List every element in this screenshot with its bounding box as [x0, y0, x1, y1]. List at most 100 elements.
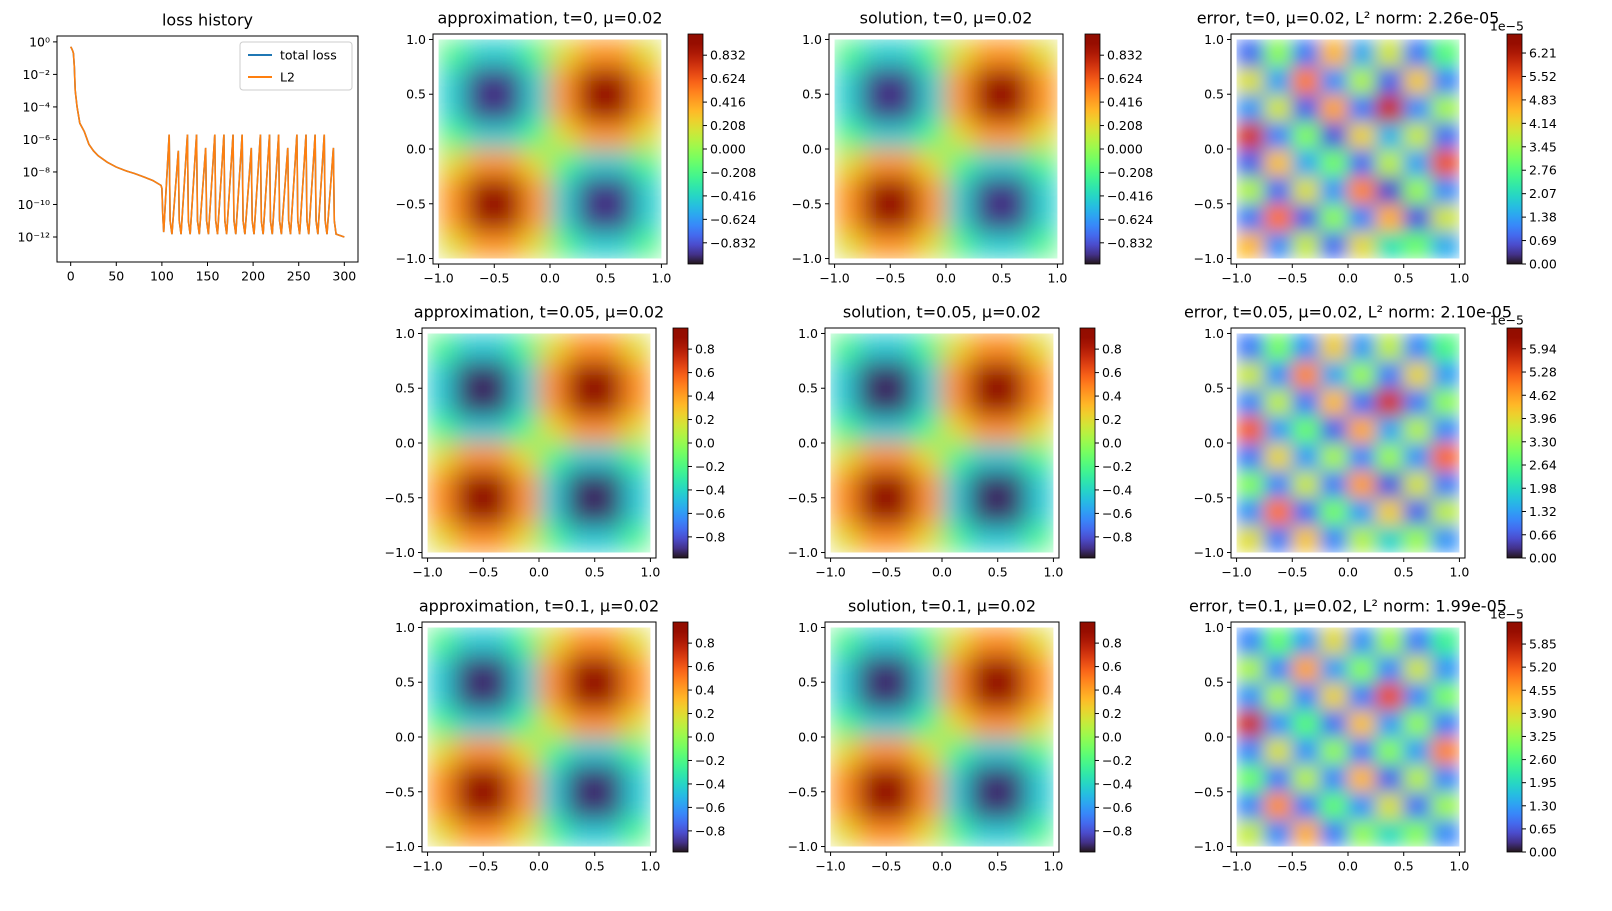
heatmap-cell [857, 497, 887, 526]
heatmap-cell [997, 333, 1027, 362]
heatmap-cell [622, 469, 651, 499]
heatmap-cell [538, 681, 568, 711]
heatmap-cell [482, 387, 512, 417]
heatmap-cell [1001, 203, 1031, 232]
x-tick-label: −0.5 [468, 565, 498, 580]
heatmap-cell [997, 763, 1027, 793]
colorbar-tick-label: 3.30 [1529, 434, 1557, 449]
y-tick-label: −0.5 [788, 784, 818, 799]
heatmap-cell [885, 469, 915, 499]
heatmap-cell [1291, 148, 1321, 177]
x-tick-label: −0.5 [871, 859, 901, 874]
heatmap-cell [1431, 121, 1460, 150]
heatmap-cell [1001, 66, 1031, 95]
heatmap-cell [510, 469, 540, 499]
heatmap-cell [917, 121, 947, 150]
heatmap-cell [454, 524, 484, 553]
y-tick-label: 0.0 [1204, 436, 1224, 451]
heatmap-cell [493, 175, 523, 205]
heatmap-cell [1319, 333, 1349, 362]
colorbar-tick-label: 4.62 [1529, 388, 1557, 403]
y-tick-label: 1.0 [395, 326, 415, 341]
heatmap-cell [913, 387, 943, 417]
heatmap-cell [941, 442, 971, 471]
heatmap-cell [465, 230, 495, 259]
heatmap-cell [917, 39, 947, 68]
heatmap-cell [549, 175, 579, 205]
heatmap-cell [913, 654, 943, 683]
heatmap-cell [521, 66, 551, 95]
colorbar-tick-label: 0.208 [710, 118, 746, 133]
heatmap-cells [834, 39, 1058, 259]
heatmap-cell [605, 66, 635, 95]
heatmap-cell [510, 627, 540, 656]
heatmap-cell [633, 203, 662, 232]
x-tick-label: −0.5 [1277, 271, 1307, 286]
y-tick-label: 0.5 [802, 87, 822, 102]
heatmap-cell [482, 333, 512, 362]
y-tick-label: 0.5 [395, 381, 415, 396]
heatmap-cell [1347, 709, 1377, 738]
heatmap-cell [1263, 230, 1293, 259]
heatmap-cell [577, 121, 607, 150]
heatmap-cell [913, 415, 943, 444]
heatmap-cell [1291, 230, 1321, 259]
heatmap-cell [1431, 230, 1460, 259]
colorbar-tick-label: 2.07 [1529, 186, 1557, 201]
heatmap-cell [885, 818, 915, 847]
heatmap-cell [1431, 709, 1460, 738]
heatmap-cell [1236, 497, 1265, 526]
heatmap-cell [1319, 736, 1349, 765]
heatmap-cell [1025, 709, 1054, 738]
heatmap-cell [633, 148, 662, 177]
heatmap-cells [1236, 39, 1460, 259]
heatmap-cell [1291, 497, 1321, 526]
axes-frame [432, 33, 668, 265]
heatmap-cell [1001, 93, 1031, 123]
heatmap-cell [1403, 333, 1433, 362]
heatmap-cell [1025, 791, 1054, 820]
heatmap-cell [1319, 360, 1349, 389]
heatmap-cell [1025, 736, 1054, 765]
heatmap-cell [830, 627, 859, 656]
heatmap-cell [1431, 654, 1460, 683]
heatmap-cell [1319, 524, 1349, 553]
y-tick-label: −1.0 [1194, 545, 1224, 560]
heatmap-cell [427, 442, 456, 471]
y-tick-label: 1.0 [1204, 32, 1224, 47]
heatmap-cell [622, 818, 651, 847]
heatmap-cell [1431, 818, 1460, 847]
heatmap-cell [594, 360, 624, 389]
y-tick-label: 1.0 [406, 32, 426, 47]
heatmap-cell [1319, 230, 1349, 259]
heatmap-cell [861, 203, 891, 232]
heatmap-cell [438, 175, 467, 205]
heatmap-cell [1025, 415, 1054, 444]
heatmap-cell [1403, 818, 1433, 847]
colorbar-tick-label: −0.416 [710, 188, 756, 203]
heatmap-cell [538, 791, 568, 820]
x-tick-label: −1.0 [412, 565, 442, 580]
y-tick-label: 0.5 [1204, 381, 1224, 396]
heatmap-cell [889, 66, 919, 95]
heatmap-cell [861, 121, 891, 150]
axes-frame [1230, 327, 1466, 559]
heatmap-cell [482, 763, 512, 793]
heatmap-cell [1347, 524, 1377, 553]
heatmap-cell [566, 654, 596, 683]
colorbar-tick-label: −0.208 [1107, 165, 1153, 180]
heatmap-cell [885, 415, 915, 444]
heatmap-cell [622, 654, 651, 683]
heatmap-cell [622, 387, 651, 417]
heatmap-cell [482, 736, 512, 765]
heatmap-cell [566, 627, 596, 656]
heatmap-cell [997, 736, 1027, 765]
axes-frame [824, 621, 1060, 853]
x-tick-label: 0.0 [1338, 859, 1358, 874]
heatmap-cell [465, 148, 495, 177]
heatmap-cell [465, 93, 495, 123]
heatmap-cell [834, 39, 863, 68]
colorbar-tick-label: 0.2 [1102, 412, 1122, 427]
heatmap-cell [605, 148, 635, 177]
heatmap-cell [1025, 654, 1054, 683]
